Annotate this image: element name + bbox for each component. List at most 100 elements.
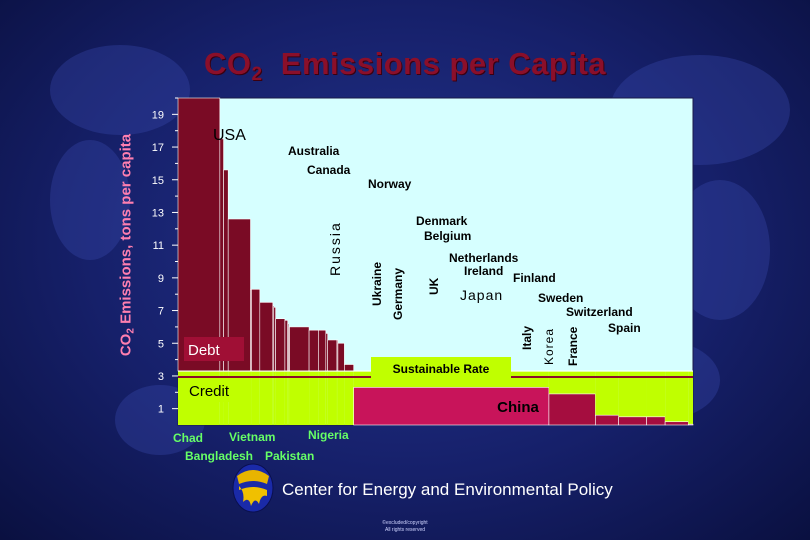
- label-belgium: Belgium: [424, 229, 471, 243]
- label-russia: Russia: [327, 221, 343, 276]
- label-denmark: Denmark: [416, 214, 468, 228]
- label-australia: Australia: [288, 144, 340, 158]
- bar-base-germany: [259, 371, 273, 425]
- label-pakistan: Pakistan: [265, 449, 314, 463]
- bar-france: [327, 339, 338, 372]
- label-china: China: [497, 399, 539, 416]
- copyright-line-2: All rights reserved: [384, 527, 425, 533]
- credit-fill-bangladesh: [665, 371, 689, 422]
- label-japan: Japan: [460, 287, 503, 303]
- label-switzerland: Switzerland: [566, 305, 633, 319]
- y-tick-label-5: 5: [158, 338, 164, 350]
- ylabel-sub: 2: [125, 328, 137, 334]
- bar-base-korea: [318, 371, 326, 425]
- label-usa: USA: [213, 127, 246, 144]
- label-spain: Spain: [608, 321, 641, 335]
- label-sustainable-rate: Sustainable Rate: [393, 362, 490, 376]
- credit-fill-pakistan: [618, 371, 647, 417]
- y-tick-label-1: 1: [158, 404, 164, 416]
- label-vietnam: Vietnam: [229, 430, 275, 444]
- credit-fill-chad: [688, 371, 693, 425]
- bar-base-belgium: [273, 371, 276, 425]
- bar-base-spain: [337, 371, 345, 425]
- map-landmass-1: [50, 140, 130, 260]
- bar-japan: [289, 326, 310, 372]
- plot-area: 135791113151719USAAustraliaCanadaNorwayR…: [152, 97, 694, 463]
- label-uk: UK: [427, 277, 441, 295]
- bar-base-norway: [250, 371, 252, 425]
- label-chad: Chad: [173, 431, 203, 445]
- bar-base-italy: [309, 371, 319, 425]
- label-debt: Debt: [188, 342, 221, 359]
- y-tick-label-19: 19: [152, 109, 164, 121]
- bar-base-japan: [289, 371, 310, 425]
- map-landmass-0: [50, 45, 190, 135]
- label-italy: Italy: [520, 326, 534, 350]
- bar-base-denmark: [272, 371, 274, 425]
- y-tick-label-15: 15: [152, 175, 164, 187]
- credit-fill-vietnam: [646, 371, 666, 417]
- bar-spain: [337, 342, 345, 372]
- label-sweden: Sweden: [538, 291, 583, 305]
- label-norway: Norway: [368, 177, 412, 191]
- bar-rest-under: [548, 393, 596, 426]
- bar-usa: [177, 97, 221, 372]
- ylabel-rest: Emissions, tons per capita: [117, 133, 135, 329]
- bar-italy: [308, 329, 319, 372]
- label-netherlands: Netherlands: [449, 251, 519, 265]
- y-tick-label-3: 3: [158, 371, 164, 383]
- credit-fill-nigeria: [595, 371, 619, 416]
- label-france: France: [566, 326, 580, 366]
- copyright-line-1: ©excluded/copyright: [382, 520, 428, 526]
- ylabel-co: CO: [117, 333, 135, 357]
- sustainable-box: [371, 357, 511, 379]
- y-tick-label-7: 7: [158, 306, 164, 318]
- footer-text: Center for Energy and Environmental Poli…: [282, 480, 613, 499]
- bar-base-finland: [288, 371, 290, 425]
- label-ireland: Ireland: [464, 264, 503, 278]
- label-nigeria: Nigeria: [308, 428, 349, 442]
- bar-base-rest-over: [344, 371, 354, 425]
- y-tick-label-11: 11: [153, 240, 164, 252]
- bar-china: [353, 387, 550, 426]
- bar-base-netherlands: [284, 371, 288, 425]
- ceep-logo-icon: [232, 463, 274, 513]
- bar-rest-over: [344, 364, 354, 372]
- y-tick-label-17: 17: [152, 142, 164, 154]
- bar-pakistan: [618, 416, 647, 426]
- bar-uk: [275, 318, 286, 372]
- title-subscript: 2: [251, 64, 263, 85]
- bar-base-switzerland: [336, 371, 338, 425]
- map-landmass-3: [670, 180, 770, 320]
- label-korea: Korea: [542, 328, 556, 365]
- bar-ukraine: [251, 288, 261, 372]
- label-germany: Germany: [391, 268, 405, 320]
- title-main: CO: [203, 46, 252, 81]
- chart-title: CO2 Emissions per Capita: [0, 46, 810, 86]
- label-bangladesh: Bangladesh: [185, 449, 253, 463]
- label-finland: Finland: [513, 271, 556, 285]
- bar-chad: [688, 423, 694, 426]
- debt-box: [184, 337, 244, 361]
- bar-germany: [259, 302, 274, 372]
- bar-base-uk: [275, 371, 285, 425]
- title-rest: Emissions per Capita: [280, 46, 607, 81]
- y-tick-label-13: 13: [152, 207, 164, 219]
- bar-nigeria: [595, 414, 619, 426]
- bar-base-sweden: [325, 371, 328, 425]
- y-axis-label: CO2 Emissions, tons per capita: [118, 134, 137, 356]
- bar-base-ukraine: [251, 371, 260, 425]
- credit-fill-rest-under: [548, 371, 596, 394]
- bar-netherlands: [284, 320, 288, 372]
- bar-australia: [219, 138, 224, 372]
- copyright-text: ©excluded/copyright All rights reserved: [360, 520, 450, 534]
- y-tick-label-9: 9: [158, 273, 164, 285]
- bar-base-ireland: [287, 371, 289, 425]
- bar-bangladesh: [664, 421, 689, 426]
- label-credit: Credit: [189, 383, 230, 400]
- label-canada: Canada: [307, 163, 351, 177]
- bar-korea: [318, 329, 327, 372]
- credit-box: [184, 378, 250, 402]
